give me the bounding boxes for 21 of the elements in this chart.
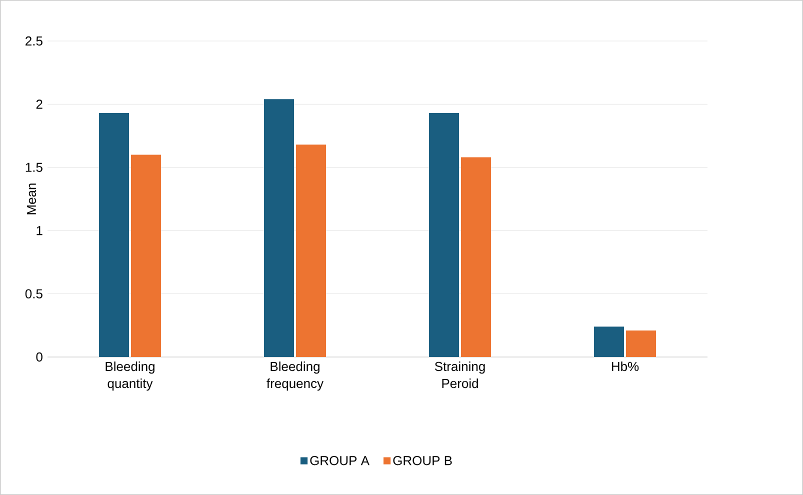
bar (130, 154, 161, 357)
y-axis-title: Mean (26, 184, 36, 214)
x-tick-label: Hb% (612, 362, 639, 372)
bar (429, 113, 460, 357)
x-tick-label: Straining Peroid (434, 362, 485, 388)
bar (461, 157, 491, 357)
bar (626, 330, 656, 357)
bar (264, 99, 294, 357)
y-tick-label: 1 (36, 226, 42, 236)
y-tick-label: 2 (36, 100, 42, 109)
y-tick-label: 1.5 (26, 162, 42, 172)
bar (296, 144, 326, 357)
y-tick-label: 0 (36, 352, 42, 362)
x-tick-label: Bleeding frequency (266, 362, 324, 391)
bar (99, 113, 130, 357)
x-tick-label: Bleeding quantity (106, 362, 154, 391)
y-tick-label: 2.5 (26, 36, 42, 46)
bar (594, 326, 624, 357)
y-tick-label: 0.5 (25, 289, 42, 298)
legend-label: GROUP A (310, 456, 370, 466)
legend-label: GROUP B (393, 456, 452, 466)
